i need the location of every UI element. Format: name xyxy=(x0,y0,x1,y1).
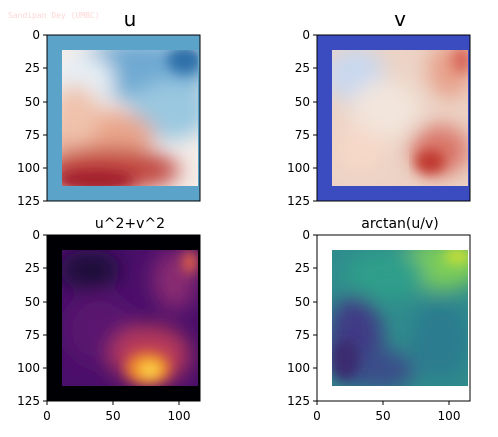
y-tick-label: 25 xyxy=(25,261,40,275)
watermark: Sandipan Dey (UMBC) xyxy=(8,11,100,20)
x-tick-label: 50 xyxy=(375,409,390,423)
y-tick-label: 125 xyxy=(17,194,40,208)
panel-title: v xyxy=(394,7,406,31)
y-tick-label: 0 xyxy=(32,28,40,42)
y-tick-label: 50 xyxy=(25,295,40,309)
y-axis: 0 25 50 75 100 125 xyxy=(287,28,317,208)
y-tick-label: 100 xyxy=(17,161,40,175)
y-axis: 0 25 50 75 100 125 xyxy=(17,228,47,408)
panel-magnitude: u^2+v^2 0 25 50 xyxy=(17,216,201,423)
x-axis: 0 50 100 xyxy=(43,401,190,423)
panel-v: v 0 25 50 7 xyxy=(287,7,471,208)
y-tick-label: 0 xyxy=(302,228,310,242)
y-tick-label: 50 xyxy=(295,295,310,309)
y-tick-label: 50 xyxy=(25,95,40,109)
y-tick-label: 125 xyxy=(287,394,310,408)
y-tick-label: 25 xyxy=(295,61,310,75)
y-tick-label: 75 xyxy=(295,128,310,142)
x-tick-label: 100 xyxy=(438,409,461,423)
y-tick-label: 100 xyxy=(17,361,40,375)
x-axis: 0 50 100 xyxy=(313,401,460,423)
panel-title: arctan(u/v) xyxy=(361,216,438,232)
y-tick-label: 125 xyxy=(287,194,310,208)
heatmap-field xyxy=(62,50,198,186)
y-tick-label: 125 xyxy=(17,394,40,408)
y-tick-label: 25 xyxy=(295,261,310,275)
y-tick-label: 75 xyxy=(295,328,310,342)
heatmap-field xyxy=(62,250,198,386)
y-tick-label: 0 xyxy=(32,228,40,242)
panel-angle: arctan(u/v) 0 25 xyxy=(287,216,471,423)
panel-u: u 0 25 5 xyxy=(17,7,201,208)
y-axis: 0 25 50 75 100 125 xyxy=(287,228,317,408)
heatmap-field xyxy=(332,250,468,386)
panel-title: u xyxy=(124,7,137,31)
x-tick-label: 0 xyxy=(43,409,51,423)
y-tick-label: 75 xyxy=(25,128,40,142)
heatmap-field xyxy=(332,50,468,186)
y-tick-label: 100 xyxy=(287,361,310,375)
x-tick-label: 50 xyxy=(105,409,120,423)
y-tick-label: 25 xyxy=(25,61,40,75)
y-tick-label: 0 xyxy=(302,28,310,42)
y-axis: 0 25 50 75 100 125 xyxy=(17,28,47,208)
y-tick-label: 100 xyxy=(287,161,310,175)
y-tick-label: 75 xyxy=(25,328,40,342)
panel-title: u^2+v^2 xyxy=(95,216,165,232)
x-tick-label: 100 xyxy=(168,409,191,423)
y-tick-label: 50 xyxy=(295,95,310,109)
x-tick-label: 0 xyxy=(313,409,321,423)
